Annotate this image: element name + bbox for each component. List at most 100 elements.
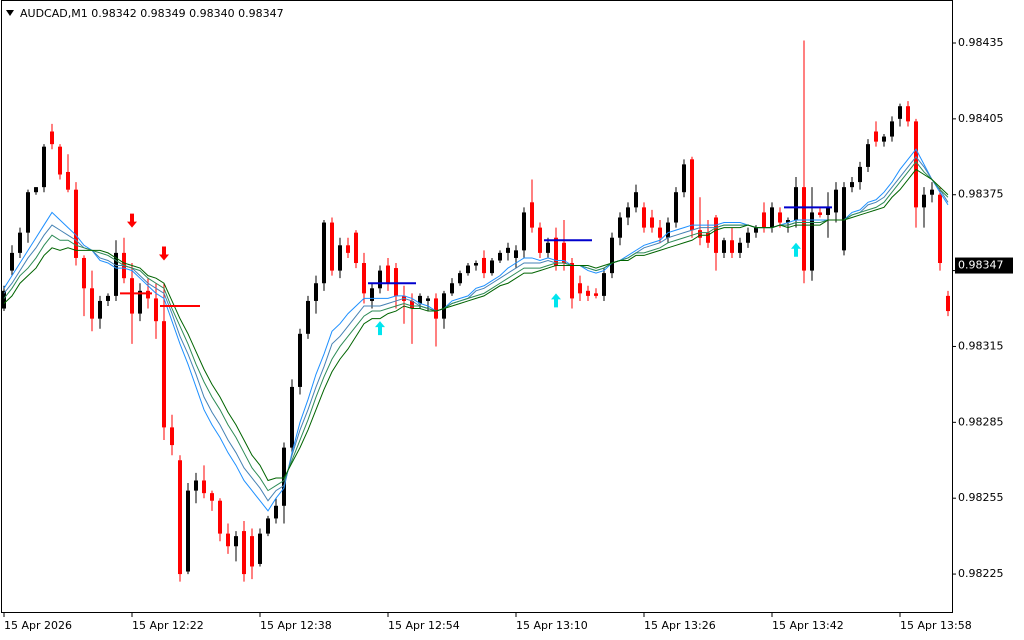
candle-body — [682, 164, 686, 193]
candle-body — [306, 300, 310, 334]
signal-arrow-up — [551, 293, 561, 308]
x-tick-label: 15 Apr 12:54 — [388, 619, 460, 632]
candle-body — [714, 217, 718, 253]
candle-body — [538, 227, 542, 253]
x-tick-label: 15 Apr 2026 — [4, 619, 72, 632]
candle-body — [154, 298, 158, 322]
candle-body — [202, 480, 206, 494]
candle-body — [482, 257, 486, 274]
candle-body — [610, 237, 614, 274]
candle-body — [2, 290, 6, 309]
candle-body — [18, 232, 22, 253]
candle-body — [210, 493, 214, 501]
candle-body — [882, 136, 886, 142]
candle-body — [778, 212, 782, 223]
candle-body — [634, 192, 638, 208]
candle-body — [218, 500, 222, 534]
candle-body — [522, 212, 526, 251]
candle-body — [738, 242, 742, 253]
candle-body — [618, 217, 622, 238]
candle-body — [706, 232, 710, 243]
candle-body — [378, 270, 382, 289]
candle-body — [258, 533, 262, 564]
x-tick-label: 15 Apr 12:22 — [132, 619, 204, 632]
candle-body — [338, 245, 342, 271]
candle-body — [554, 237, 558, 266]
candle-body — [98, 300, 102, 319]
candle-body — [146, 290, 150, 299]
candle-body — [26, 192, 30, 233]
candle-body — [450, 283, 454, 294]
ma-line — [3, 148, 949, 512]
candle-body — [802, 187, 806, 271]
candle-body — [410, 300, 414, 309]
candle-body — [546, 242, 550, 253]
ma-line — [3, 161, 949, 492]
plot-area: 0.982250.982550.982850.983150.983450.983… — [2, 36, 1013, 632]
candle-body — [506, 247, 510, 253]
candle-body — [578, 283, 582, 294]
candle-body — [890, 121, 894, 137]
candle-body — [426, 298, 430, 301]
plot-frame — [1, 0, 953, 613]
y-tick-label: 0.98315 — [958, 339, 1004, 352]
candle-body — [874, 131, 878, 142]
candle-body — [274, 505, 278, 519]
y-tick-label: 0.98285 — [958, 415, 1004, 428]
chart-title: AUDCAD,M1 0.98342 0.98349 0.98340 0.9834… — [20, 7, 284, 20]
candle-body — [282, 447, 286, 506]
candle-body — [850, 182, 854, 188]
x-tick-label: 15 Apr 13:42 — [772, 619, 844, 632]
candle-body — [74, 189, 78, 258]
candle-body — [826, 207, 830, 215]
candle-body — [458, 273, 462, 284]
candle-body — [50, 131, 54, 145]
candle-body — [434, 298, 438, 319]
candle-body — [514, 250, 518, 258]
candle-body — [42, 146, 46, 188]
candle-body — [322, 222, 326, 284]
candle-body — [530, 202, 534, 228]
current-price-label: 0.98347 — [958, 259, 1004, 272]
symbol-menu-icon[interactable] — [6, 10, 14, 16]
candle-body — [354, 232, 358, 264]
signal-arrow-down — [159, 246, 169, 261]
candle-body — [858, 166, 862, 183]
y-tick-label: 0.98225 — [958, 567, 1004, 580]
y-tick-label: 0.98255 — [958, 491, 1004, 504]
ma-line — [3, 168, 949, 482]
candle-body — [250, 536, 254, 567]
signal-arrow-up — [791, 242, 801, 257]
candle-body — [186, 490, 190, 572]
candle-body — [178, 460, 182, 575]
candle-body — [242, 531, 246, 575]
x-tick-label: 15 Apr 12:38 — [260, 619, 332, 632]
candle-body — [290, 386, 294, 448]
x-tick-label: 15 Apr 13:10 — [516, 619, 588, 632]
candle-body — [66, 171, 70, 190]
candle-body — [922, 194, 926, 208]
candle-body — [490, 260, 494, 274]
candle-body — [914, 121, 918, 208]
candle-body — [266, 518, 270, 534]
candle-body — [34, 187, 38, 193]
candle-body — [594, 293, 598, 296]
candle-body — [474, 263, 478, 266]
candle-body — [330, 222, 334, 271]
candle-body — [938, 194, 942, 264]
candle-body — [570, 263, 574, 299]
candle-body — [866, 144, 870, 167]
candle-body — [930, 189, 934, 195]
candle-body — [82, 257, 86, 289]
candle-body — [90, 288, 94, 319]
candle-body — [602, 273, 606, 296]
candle-body — [314, 283, 318, 301]
candle-body — [746, 232, 750, 243]
candle-body — [586, 290, 590, 296]
x-tick-label: 15 Apr 13:26 — [644, 619, 716, 632]
candle-body — [362, 263, 366, 294]
candle-body — [786, 220, 790, 223]
candle-body — [642, 207, 646, 228]
candle-body — [386, 265, 390, 284]
candle-body — [466, 265, 470, 274]
